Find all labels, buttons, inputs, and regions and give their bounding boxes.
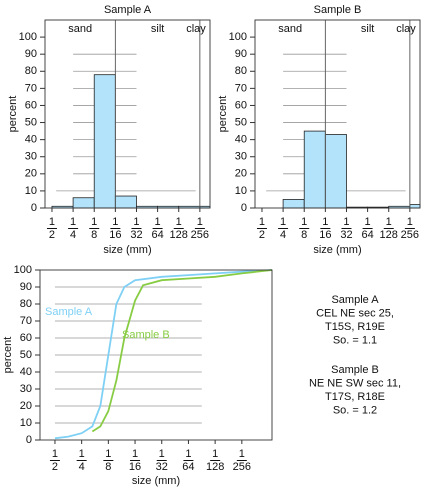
zone-label: silt (361, 23, 374, 35)
x-tick-label: 1 128 (380, 216, 398, 241)
x-tick-label: 1 64 (361, 216, 373, 241)
bar (72, 197, 95, 209)
y-tick-label: 0 (241, 202, 247, 214)
note-line: NE NE SW sec 11, (309, 377, 401, 389)
y-tick-label: 60 (235, 99, 247, 111)
y-tick-label: 80 (25, 65, 37, 77)
y-tick-label: 40 (25, 134, 37, 146)
y-tick-label: 50 (25, 116, 37, 128)
y-tick-label: 90 (20, 281, 32, 293)
note-line: T15S, R19E (325, 321, 385, 333)
y-tick-label: 20 (20, 400, 32, 412)
plot-frame (44, 19, 211, 209)
y-tick-label: 60 (25, 99, 37, 111)
y-tick-label: 0 (26, 434, 32, 446)
bar (114, 195, 137, 209)
y-tick-label: 60 (20, 332, 32, 344)
y-axis-label: percent (2, 337, 14, 374)
y-tick-label: 30 (25, 151, 37, 163)
bar (303, 130, 326, 209)
y-axis-label: percent (217, 96, 229, 133)
series-line (54, 269, 273, 440)
x-tick-label: 1 32 (156, 448, 168, 473)
x-tick-label: 1 16 (319, 216, 331, 241)
x-tick-label: 1 128 (170, 216, 188, 241)
zone-label: sand (278, 23, 302, 35)
bar (93, 74, 116, 209)
y-tick-label: 20 (25, 168, 37, 180)
y-tick-label: 40 (235, 134, 247, 146)
bar (282, 199, 305, 209)
y-tick-label: 10 (25, 185, 37, 197)
bar (324, 134, 347, 209)
note-line: Sample A (331, 294, 379, 306)
x-tick-label: 1 32 (340, 216, 352, 241)
y-tick-label: 50 (20, 349, 32, 361)
y-tick-label: 80 (20, 298, 32, 310)
note-line: So. = 1.2 (333, 404, 377, 416)
y-tick-label: 10 (20, 417, 32, 429)
series-line (91, 269, 273, 433)
x-axis-label: size (mm) (132, 475, 180, 487)
x-tick-label: 1 64 (151, 216, 163, 241)
y-tick-label: 90 (235, 48, 247, 60)
note-line: CEL NE sec 25, (316, 307, 394, 319)
y-tick-label: 20 (235, 168, 247, 180)
y-tick-label: 70 (25, 82, 37, 94)
x-tick-label: 1 256 (401, 216, 419, 241)
x-axis-label: size (mm) (313, 244, 361, 256)
zone-label: silt (151, 23, 164, 35)
y-tick-label: 100 (19, 31, 37, 43)
note-line: So. = 1.1 (333, 334, 377, 346)
zone-label: clay (396, 23, 416, 35)
x-tick-label: 1 32 (130, 216, 142, 241)
y-axis-label: percent (7, 96, 19, 133)
zone-label: clay (186, 23, 206, 35)
y-tick-label: 80 (235, 65, 247, 77)
note-line: T17S, R18E (325, 391, 385, 403)
y-tick-label: 70 (235, 82, 247, 94)
y-tick-label: 100 (229, 31, 247, 43)
y-tick-label: 70 (20, 315, 32, 327)
bar (409, 204, 421, 209)
x-tick-label: 1 64 (182, 448, 194, 473)
y-tick-label: 0 (31, 202, 37, 214)
x-tick-label: 1 16 (109, 216, 121, 241)
y-tick-label: 90 (25, 48, 37, 60)
series-label: Sample A (45, 306, 93, 318)
y-tick-label: 10 (235, 185, 247, 197)
x-tick-label: 1 16 (129, 448, 141, 473)
y-tick-label: 30 (20, 383, 32, 395)
x-tick-label: 1 256 (191, 216, 209, 241)
y-tick-label: 50 (235, 116, 247, 128)
chart-title: Sample A (104, 4, 152, 16)
series-label: Sample B (122, 329, 170, 341)
chart-title: Sample B (314, 4, 362, 16)
y-tick-label: 30 (235, 151, 247, 163)
y-tick-label: 100 (14, 264, 32, 276)
x-tick-label: 1 256 (233, 448, 251, 473)
note-line: Sample B (331, 364, 379, 376)
plot-frame (39, 269, 273, 441)
y-tick-label: 40 (20, 366, 32, 378)
x-tick-label: 1 128 (206, 448, 224, 473)
plot-frame (254, 19, 421, 209)
x-axis-label: size (mm) (103, 244, 151, 256)
zone-label: sand (68, 23, 92, 35)
